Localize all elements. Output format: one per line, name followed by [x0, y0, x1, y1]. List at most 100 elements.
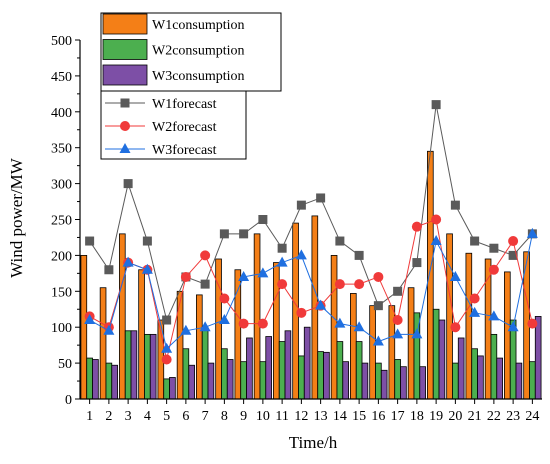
legend-label-W1consumption: W1consumption [152, 18, 245, 33]
bar-W2consumption [317, 351, 324, 400]
y-tick-label: 100 [51, 321, 72, 336]
marker-W1forecast [489, 243, 499, 253]
x-tick-label: 16 [371, 409, 385, 424]
bar-W3consumption [438, 319, 446, 400]
bar-W1consumption [138, 269, 145, 400]
y-tick-label: 350 [51, 142, 72, 157]
marker-W1forecast [258, 215, 268, 224]
marker-W1forecast [142, 236, 152, 246]
legend-swatch-W2consumption [102, 39, 148, 60]
x-tick-label: 8 [221, 409, 228, 424]
x-tick-label: 23 [506, 409, 520, 424]
marker-W1forecast [277, 243, 287, 253]
marker-W3forecast [488, 310, 500, 321]
x-tick-label: 6 [182, 409, 189, 424]
bar-W2consumption [144, 333, 151, 400]
marker-W2forecast [508, 236, 519, 247]
bar-W3consumption [534, 316, 542, 400]
bar-W3consumption [361, 362, 369, 400]
marker-W1forecast [239, 229, 249, 239]
marker-W2forecast [354, 279, 365, 290]
marker-W1forecast [335, 236, 345, 246]
marker-W2forecast [219, 293, 230, 304]
bar-W1consumption [350, 293, 357, 400]
x-tick-label: 12 [294, 409, 308, 424]
bar-W2consumption [336, 341, 344, 400]
legend-label-W3forecast: W3forecast [152, 143, 217, 158]
bar-W1consumption [446, 233, 453, 400]
bar-W2consumption [529, 361, 536, 400]
legend-label-W2forecast: W2forecast [152, 120, 217, 135]
marker-W3forecast [122, 256, 134, 267]
x-tick-label: 7 [202, 409, 209, 424]
marker-W1forecast [296, 200, 306, 210]
marker-W1forecast [431, 100, 441, 110]
marker-W3forecast [103, 324, 115, 335]
x-tick-label: 14 [333, 409, 347, 424]
line-W2forecast [89, 218, 533, 360]
legend-marker-W2forecast [120, 121, 130, 131]
marker-W2forecast [373, 271, 384, 282]
legend-label-W2consumption: W2consumption [152, 44, 245, 59]
marker-W3forecast [84, 314, 96, 325]
marker-W1forecast [354, 250, 364, 260]
bar-W3consumption [323, 351, 330, 400]
marker-W3forecast [526, 227, 538, 238]
marker-W2forecast [334, 279, 345, 290]
x-axis-title: Time/h [289, 433, 338, 452]
x-tick-label: 22 [487, 409, 501, 424]
bar-W3consumption [169, 377, 176, 400]
marker-W1forecast [450, 200, 460, 210]
bar-W3consumption [380, 369, 388, 400]
y-tick-label: 50 [58, 357, 72, 372]
marker-W3forecast [199, 321, 211, 332]
legend-swatch-W1consumption [102, 13, 148, 35]
bar-W2consumption [259, 361, 267, 400]
marker-W1forecast [200, 279, 210, 289]
x-tick-label: 15 [352, 409, 366, 424]
bar-W3consumption [515, 362, 523, 400]
bar-W2consumption [163, 378, 170, 400]
bar-W1consumption [99, 287, 107, 400]
marker-W3forecast [469, 306, 481, 317]
marker-W2forecast [392, 315, 403, 326]
marker-W3forecast [238, 270, 250, 281]
y-axis-title: Wind power/MW [7, 157, 26, 278]
bar-W3consumption [130, 330, 138, 400]
x-tick-label: 13 [314, 409, 328, 424]
bar-W2consumption [509, 319, 517, 400]
y-tick-label: 200 [51, 249, 72, 264]
y-tick-label: 150 [51, 285, 72, 300]
marker-W3forecast [315, 299, 327, 310]
marker-W3forecast [180, 324, 192, 335]
bar-W2consumption [105, 362, 113, 400]
bar-W1consumption [369, 305, 376, 400]
marker-W1forecast [123, 179, 133, 189]
legend-label-W1forecast: W1forecast [152, 97, 217, 112]
bar-W1consumption [504, 271, 511, 400]
bar-W2consumption [355, 341, 363, 400]
x-tick-label: 4 [144, 409, 151, 424]
marker-W3forecast [430, 235, 442, 246]
marker-W1forecast [393, 286, 403, 296]
marker-W3forecast [334, 317, 346, 328]
bar-W3consumption [246, 337, 253, 400]
marker-W1forecast [162, 315, 172, 325]
legend-label-W3consumption: W3consumption [152, 69, 245, 84]
line-W3forecast [89, 233, 533, 350]
x-tick-label: 18 [410, 409, 424, 424]
marker-W1forecast [316, 193, 326, 203]
bar-W1consumption [176, 290, 184, 400]
legend: W1consumption W2consumption W3consumption W… [100, 12, 282, 160]
bar-W3consumption [342, 361, 349, 400]
marker-W3forecast [449, 270, 461, 281]
bar-W1consumption [80, 254, 88, 400]
marker-W3forecast [161, 342, 173, 353]
bar-W1consumption [119, 233, 126, 400]
marker-W1forecast [470, 236, 480, 246]
bar-W2consumption [201, 326, 209, 400]
bar-W1consumption [427, 150, 434, 400]
marker-W2forecast [238, 318, 249, 329]
marker-W3forecast [257, 267, 269, 278]
